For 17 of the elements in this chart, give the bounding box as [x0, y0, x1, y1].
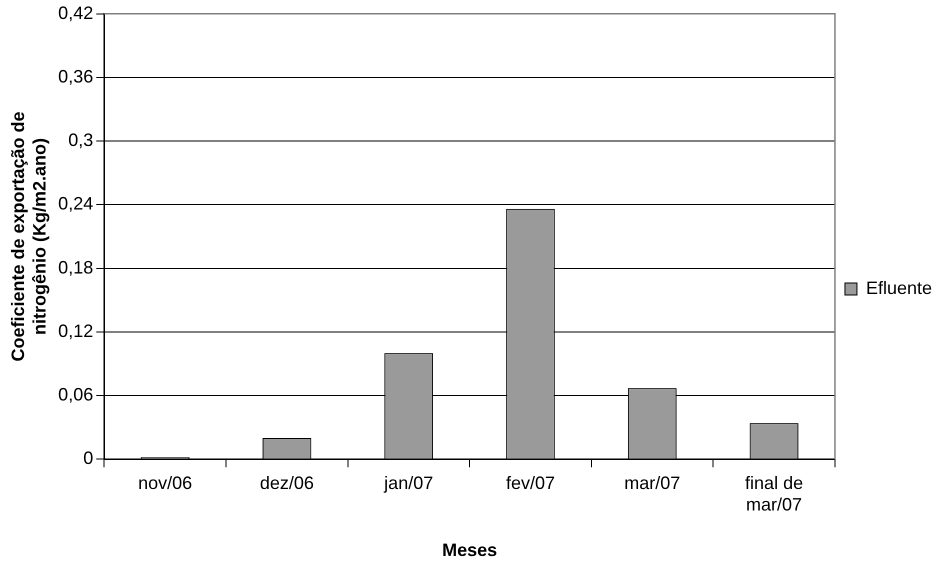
y-tick-label: 0,36 [58, 66, 94, 86]
y-tick-label: 0,42 [58, 2, 94, 23]
x-tick-label: mar/07 [624, 472, 680, 493]
y-axis-title: Coeficiente de exportação de nitrogênio (Kg/m2.ano) [8, 111, 50, 362]
x-tick-label: final de mar/07 [745, 472, 804, 515]
y-tick-label: 0,12 [58, 320, 94, 341]
x-tick-label: jan/07 [383, 472, 434, 493]
legend-label: Efluente [866, 278, 932, 298]
x-tick-label: dez/06 [260, 472, 314, 493]
y-tick-label: 0,06 [58, 384, 94, 405]
x-tick-label: nov/06 [138, 472, 192, 493]
y-tick-label: 0,3 [68, 130, 94, 150]
y-tick-label: 0,18 [58, 257, 94, 278]
y-tick-label: 0 [83, 448, 94, 468]
y-tick-label: 0,24 [58, 194, 94, 214]
x-axis-title: Meses [442, 540, 498, 560]
x-tick-label: fev/07 [506, 472, 556, 493]
